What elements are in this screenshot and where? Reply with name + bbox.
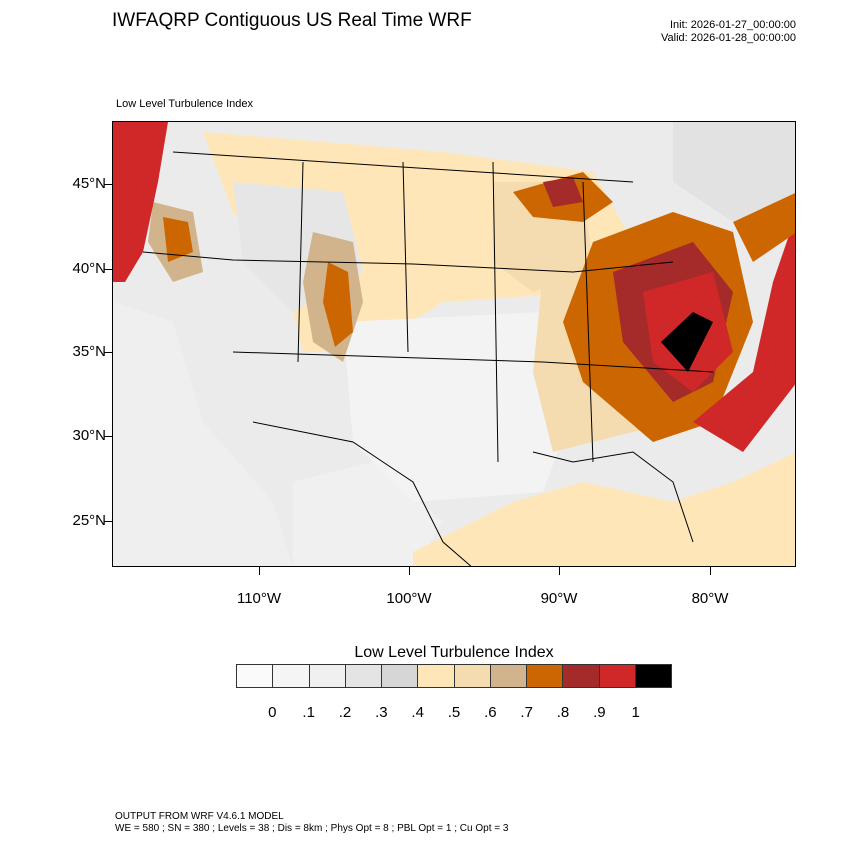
colorbar-label: 0 [268, 704, 277, 721]
lat-tick [104, 352, 112, 353]
footer-settings: WE = 580 ; SN = 380 ; Levels = 38 ; Dis … [115, 823, 509, 834]
lat-label: 30°N [72, 427, 106, 444]
lat-label: 25°N [72, 512, 106, 529]
lat-tick [104, 269, 112, 270]
lat-label: 35°N [72, 343, 106, 360]
lon-tick [559, 567, 560, 575]
map-subtitle: Low Level Turbulence Index [116, 98, 253, 110]
colorbar-label: .6 [484, 704, 497, 721]
colorbar-label: .5 [447, 704, 461, 721]
lat-tick [104, 436, 112, 437]
colorbar-label: .7 [520, 704, 533, 721]
colorbar-label: .3 [375, 704, 388, 721]
colorbar-swatch [527, 665, 564, 687]
colorbar-swatch [563, 665, 600, 687]
lon-label: 100°W [386, 590, 432, 607]
lat-tick [104, 521, 112, 522]
colorbar [236, 664, 672, 688]
colorbar-label: .8 [556, 704, 570, 721]
colorbar-label: .2 [338, 704, 352, 721]
lon-label: 80°W [691, 590, 729, 607]
colorbar-title: Low Level Turbulence Index [354, 644, 554, 661]
init-time: Init: 2026-01-27_00:00:00 [670, 19, 796, 31]
colorbar-label: .1 [302, 704, 315, 721]
colorbar-swatch [635, 665, 671, 687]
turbulence-map [112, 121, 796, 567]
plot-title: IWFAQRP Contiguous US Real Time WRF [112, 10, 472, 31]
valid-time: Valid: 2026-01-28_00:00:00 [661, 32, 796, 44]
colorbar-label: .9 [593, 704, 606, 721]
colorbar-swatch [454, 665, 491, 687]
colorbar-swatch [273, 665, 310, 687]
time-info: Init: 2026-01-27_00:00:00 Valid: 2026-01… [661, 19, 796, 45]
lat-label: 45°N [72, 175, 106, 192]
colorbar-swatch [309, 665, 346, 687]
footer-model: OUTPUT FROM WRF V4.6.1 MODEL [115, 811, 284, 822]
colorbar-swatch [237, 665, 274, 687]
colorbar-swatch [382, 665, 419, 687]
lon-label: 110°W [236, 590, 282, 607]
colorbar-swatch [345, 665, 382, 687]
lat-tick [104, 184, 112, 185]
lon-tick [409, 567, 410, 575]
map-field [113, 122, 795, 566]
colorbar-swatch [490, 665, 527, 687]
lon-tick [710, 567, 711, 575]
colorbar-swatch [418, 665, 455, 687]
lat-label: 40°N [72, 260, 106, 277]
lon-label: 90°W [540, 590, 578, 607]
colorbar-label: 1 [631, 704, 640, 721]
lon-tick [259, 567, 260, 575]
colorbar-swatch [599, 665, 636, 687]
colorbar-label: .4 [411, 704, 424, 721]
